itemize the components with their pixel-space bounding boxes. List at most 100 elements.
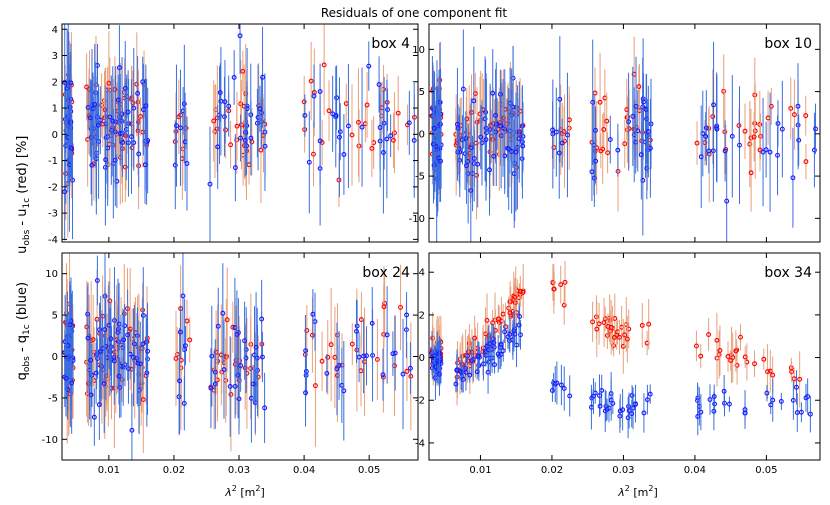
point-blue xyxy=(567,393,573,399)
y-tick-label: -10 xyxy=(42,435,58,446)
point-blue xyxy=(724,198,730,204)
point-red xyxy=(140,397,146,403)
point-red xyxy=(604,333,610,338)
point-blue xyxy=(92,102,98,107)
point-blue xyxy=(380,372,386,378)
point-red xyxy=(311,151,316,157)
point-blue xyxy=(767,149,773,155)
point-blue xyxy=(707,397,713,403)
xlabel-left-sup: 2 xyxy=(232,484,237,493)
xlabel-left-close: ] xyxy=(260,486,264,499)
point-blue xyxy=(438,158,443,164)
point-blue xyxy=(518,332,523,338)
point-blue xyxy=(366,63,372,69)
y-tick-label: 5 xyxy=(419,87,425,98)
point-red xyxy=(604,118,610,124)
point-blue xyxy=(217,90,223,96)
point-blue xyxy=(96,402,102,408)
point-blue xyxy=(629,392,635,398)
point-blue xyxy=(238,363,244,368)
point-red xyxy=(646,321,652,327)
y-tick-label: 10 xyxy=(412,45,425,56)
point-red xyxy=(495,316,501,322)
point-blue xyxy=(183,343,188,349)
point-blue xyxy=(310,311,316,317)
point-blue xyxy=(644,133,650,139)
point-blue xyxy=(62,80,68,85)
point-blue xyxy=(711,408,717,414)
point-red xyxy=(550,280,556,286)
point-blue xyxy=(475,353,481,359)
point-blue xyxy=(557,96,563,102)
point-red xyxy=(395,110,401,116)
y-tick-label: 5 xyxy=(52,311,58,322)
point-blue xyxy=(620,407,626,413)
y-tick-label: -1 xyxy=(48,156,58,167)
point-blue xyxy=(498,123,504,129)
y-ticks: -10 -5 0 5 10 xyxy=(409,45,820,225)
point-blue xyxy=(790,175,796,181)
point-blue xyxy=(703,125,709,131)
ylabel-q-sub1: obs xyxy=(22,356,32,372)
point-blue xyxy=(498,351,504,357)
point-red xyxy=(706,332,712,338)
point-blue xyxy=(463,135,469,141)
x-tick-label: 0.03 xyxy=(612,465,634,476)
y-tick-label: -2 xyxy=(48,182,58,193)
point-blue xyxy=(807,411,813,417)
ylabel-q-tail: (blue) xyxy=(15,282,30,324)
point-blue xyxy=(85,335,91,341)
panel-label: box 10 xyxy=(764,36,812,52)
point-blue xyxy=(630,113,636,119)
y-tick-label: 2 xyxy=(52,77,58,88)
ylabel-q: q xyxy=(15,372,30,380)
point-blue xyxy=(467,372,473,378)
point-blue xyxy=(468,145,474,151)
point-blue xyxy=(143,339,149,345)
point-blue xyxy=(359,124,365,130)
point-red xyxy=(374,356,380,362)
y-tick-label: 4 xyxy=(52,25,58,36)
point-red xyxy=(381,304,387,310)
panel-frame xyxy=(61,23,419,243)
ylabel-u-sub2: 1c xyxy=(22,198,32,209)
point-red xyxy=(639,322,645,328)
point-blue xyxy=(63,375,69,381)
point-blue xyxy=(645,129,651,135)
point-blue xyxy=(70,177,76,183)
point-red xyxy=(369,145,375,151)
point-blue xyxy=(337,129,343,135)
point-red xyxy=(757,121,763,127)
point-blue xyxy=(558,382,564,388)
point-blue xyxy=(711,394,717,399)
point-blue xyxy=(95,122,101,128)
point-red xyxy=(134,81,140,87)
y-tick-label: 0 xyxy=(52,130,58,141)
point-blue xyxy=(638,152,644,158)
ylabel-u: u xyxy=(15,246,30,254)
panel-box-10: -10 -5 0 5 10 box 10 xyxy=(409,23,821,243)
point-red xyxy=(512,294,518,300)
point-blue xyxy=(381,120,387,126)
point-blue xyxy=(98,363,104,369)
point-blue xyxy=(630,405,636,411)
y-tick-label: -2 xyxy=(415,396,425,407)
point-blue xyxy=(254,355,260,361)
point-blue xyxy=(302,113,308,118)
point-red xyxy=(238,101,244,107)
point-blue xyxy=(257,106,263,112)
y-tick-label: -4 xyxy=(48,235,58,246)
point-blue xyxy=(226,103,232,109)
point-blue xyxy=(262,405,268,411)
point-red xyxy=(561,302,567,308)
point-red xyxy=(590,319,596,325)
point-blue xyxy=(68,145,74,151)
point-blue xyxy=(633,103,639,109)
y-tick-label: 0 xyxy=(52,352,58,363)
point-red xyxy=(326,108,332,114)
panel-label: box 4 xyxy=(371,36,410,52)
point-blue xyxy=(384,136,390,142)
point-blue xyxy=(509,149,515,154)
point-blue xyxy=(703,134,709,139)
point-blue xyxy=(303,390,308,396)
